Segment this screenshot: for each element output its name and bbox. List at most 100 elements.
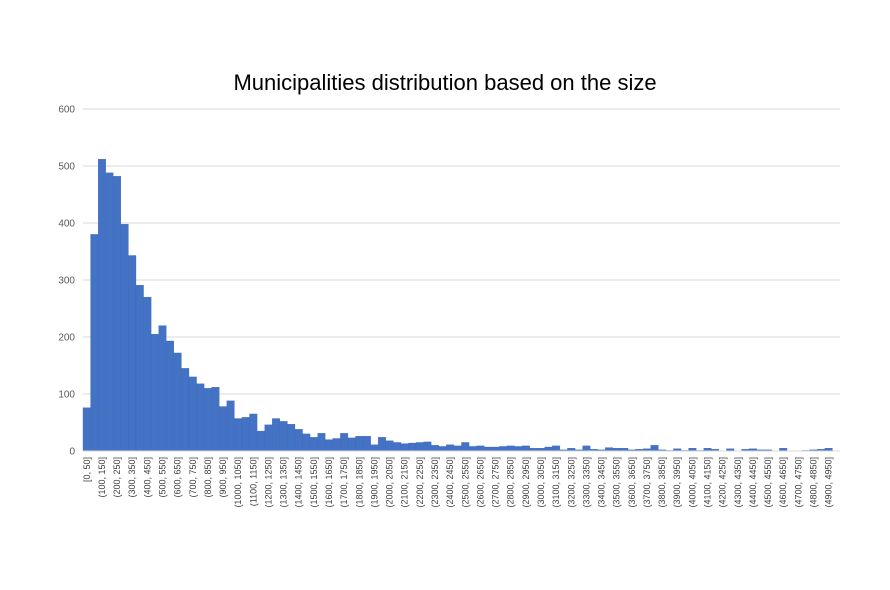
x-tick-label: (1700, 1750] — [339, 457, 349, 508]
bar — [582, 445, 591, 452]
bar — [431, 445, 439, 452]
x-tick-label: (4800, 4850] — [809, 457, 819, 508]
y-tick-label: 0 — [69, 447, 75, 458]
bar — [325, 439, 333, 452]
x-tick-label: (1200, 1250] — [263, 457, 273, 508]
bar — [203, 388, 212, 452]
y-tick-label: 100 — [58, 390, 75, 401]
x-tick-label: (4200, 4250] — [718, 457, 728, 508]
bar — [158, 325, 167, 452]
bar — [362, 436, 371, 452]
x-tick-label: (2300, 2350] — [430, 457, 440, 508]
bar — [499, 446, 508, 452]
bar — [446, 444, 455, 452]
x-tick-label: (900, 950] — [218, 457, 228, 498]
bar — [355, 436, 364, 452]
bar — [234, 418, 243, 452]
bar — [97, 159, 106, 452]
x-tick-label: [0, 50] — [82, 457, 92, 482]
bar — [219, 406, 227, 452]
bar — [302, 433, 311, 452]
x-tick-label: (4500, 4550] — [763, 457, 773, 508]
bar — [476, 445, 485, 452]
x-tick-label: (4700, 4750] — [793, 457, 803, 508]
x-tick-label: (4900, 4950] — [824, 457, 834, 508]
bar — [90, 234, 99, 452]
x-tick-label: (2600, 2650] — [475, 457, 485, 508]
x-tick-label: (3400, 3450] — [597, 457, 607, 508]
bar — [309, 437, 318, 452]
bar — [340, 433, 349, 452]
x-tick-label: (2900, 2950] — [521, 457, 531, 508]
x-tick-label: (1600, 1650] — [324, 457, 334, 508]
x-tick-label: (800, 850] — [203, 457, 213, 498]
x-tick-label: (3200, 3250] — [566, 457, 576, 508]
bar — [378, 437, 386, 452]
x-tick-label: (2700, 2750] — [491, 457, 501, 508]
x-tick-label: (4100, 4150] — [703, 457, 713, 508]
bar — [514, 446, 523, 452]
x-tick-label: (400, 450] — [142, 457, 152, 498]
bar — [279, 421, 288, 452]
bar — [82, 407, 91, 452]
bar — [128, 255, 137, 452]
bar — [468, 446, 477, 452]
x-tick-label: (1000, 1050] — [233, 457, 243, 508]
x-tick-label: (1100, 1150] — [248, 457, 258, 506]
x-tick-label: (3600, 3650] — [627, 457, 637, 508]
bar — [188, 376, 197, 452]
x-tick-label: (100, 150] — [97, 457, 107, 498]
x-tick-label: (2400, 2450] — [445, 457, 455, 508]
gridlines — [83, 108, 840, 395]
bar — [272, 418, 280, 452]
bar — [491, 446, 500, 452]
x-tick-label: (2000, 2050] — [385, 457, 395, 508]
y-axis-tick-labels: 0 100 200 300 400 500 600 — [58, 105, 75, 458]
bar — [521, 445, 530, 452]
bar — [150, 333, 159, 452]
bar — [294, 429, 303, 452]
bar — [438, 446, 447, 452]
bar — [393, 442, 402, 452]
x-tick-label: (4400, 4450] — [748, 457, 758, 508]
bar — [181, 368, 190, 452]
bar — [143, 296, 152, 452]
bar — [226, 400, 235, 452]
bar — [408, 442, 417, 452]
y-tick-label: 300 — [58, 276, 75, 287]
x-tick-label: (3000, 3050] — [536, 457, 546, 508]
bar — [453, 445, 462, 452]
bar — [385, 440, 394, 452]
x-tick-label: (2800, 2850] — [506, 457, 516, 508]
bar — [287, 424, 296, 452]
bar — [461, 442, 470, 452]
x-tick-label: (3700, 3750] — [642, 457, 652, 508]
bar — [241, 417, 250, 452]
bar — [166, 340, 174, 452]
x-tick-label: (3900, 3950] — [672, 457, 682, 508]
x-tick-label: (3800, 3850] — [657, 457, 667, 508]
bar — [211, 387, 220, 452]
x-tick-label: (1300, 1350] — [279, 457, 289, 508]
bar — [113, 176, 121, 452]
x-tick-label: (4000, 4050] — [687, 457, 697, 508]
x-tick-label: (4600, 4650] — [778, 457, 788, 508]
bar — [317, 433, 326, 452]
bar — [264, 424, 273, 452]
x-tick-label: (1400, 1450] — [294, 457, 304, 508]
x-tick-label: (2500, 2550] — [460, 457, 470, 508]
x-tick-label: (300, 350] — [127, 457, 137, 498]
bar — [650, 445, 659, 452]
bar — [196, 383, 205, 452]
bar — [552, 445, 561, 452]
bar — [544, 446, 553, 452]
x-tick-label: (1800, 1850] — [354, 457, 364, 508]
x-tick-label: (4300, 4350] — [733, 457, 743, 508]
bar — [506, 445, 515, 452]
bars — [82, 159, 833, 452]
x-tick-label: (200, 250] — [112, 457, 122, 498]
bar — [120, 223, 129, 452]
x-axis-tick-labels: [0, 50] (100, 150] (200, 250] (300, 350] (40… — [82, 457, 834, 508]
x-tick-label: (1900, 1950] — [369, 457, 379, 508]
